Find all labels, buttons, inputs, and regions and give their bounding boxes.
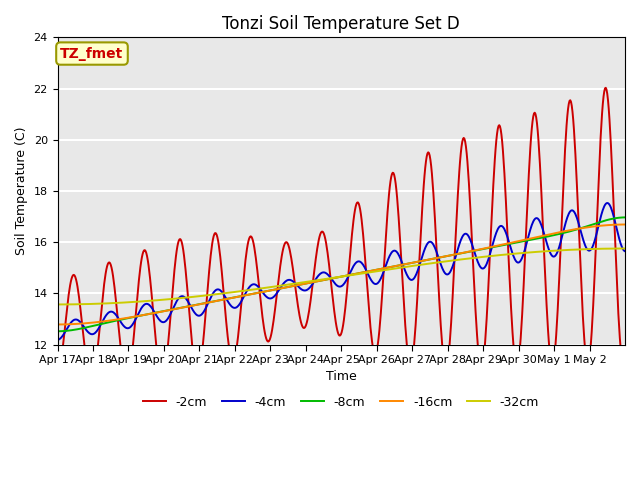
-16cm [120, 315, 128, 321]
X-axis label: Time: Time [326, 371, 356, 384]
-8cm [621, 215, 629, 220]
-4cm [604, 200, 611, 206]
Line: -32cm: -32cm [58, 249, 625, 304]
-4cm [432, 247, 440, 252]
-4cm [400, 264, 408, 270]
-2cm [275, 275, 283, 281]
-8cm [225, 296, 232, 301]
-16cm [253, 290, 260, 296]
Y-axis label: Soil Temperature (C): Soil Temperature (C) [15, 127, 28, 255]
-4cm [621, 248, 629, 254]
-16cm [432, 255, 440, 261]
-2cm [253, 267, 261, 273]
-4cm [54, 337, 61, 343]
-4cm [120, 324, 128, 329]
-8cm [432, 255, 440, 261]
-32cm [120, 300, 128, 305]
-2cm [88, 379, 95, 384]
-2cm [121, 374, 129, 380]
-16cm [621, 222, 629, 228]
-32cm [225, 290, 232, 296]
-32cm [432, 260, 440, 265]
Text: TZ_fmet: TZ_fmet [60, 47, 124, 60]
-16cm [274, 286, 282, 292]
-32cm [54, 301, 61, 307]
Line: -2cm: -2cm [58, 88, 625, 382]
-4cm [274, 288, 282, 294]
-32cm [400, 264, 408, 270]
-8cm [274, 286, 282, 292]
-2cm [54, 377, 61, 383]
Line: -4cm: -4cm [58, 203, 625, 340]
Line: -8cm: -8cm [58, 217, 625, 331]
-16cm [225, 296, 232, 301]
-2cm [401, 312, 408, 317]
-32cm [621, 246, 629, 252]
-2cm [602, 85, 610, 91]
-8cm [54, 328, 61, 334]
-4cm [225, 300, 232, 305]
-16cm [54, 322, 61, 327]
-8cm [253, 290, 260, 296]
-32cm [274, 283, 282, 289]
-8cm [120, 316, 128, 322]
-16cm [400, 262, 408, 267]
Legend: -2cm, -4cm, -8cm, -16cm, -32cm: -2cm, -4cm, -8cm, -16cm, -32cm [138, 391, 544, 414]
-2cm [621, 353, 629, 359]
-2cm [433, 242, 440, 248]
-2cm [225, 346, 233, 351]
-4cm [253, 282, 260, 288]
-32cm [253, 286, 260, 292]
Title: Tonzi Soil Temperature Set D: Tonzi Soil Temperature Set D [222, 15, 460, 33]
Line: -16cm: -16cm [58, 225, 625, 324]
-8cm [400, 262, 408, 267]
